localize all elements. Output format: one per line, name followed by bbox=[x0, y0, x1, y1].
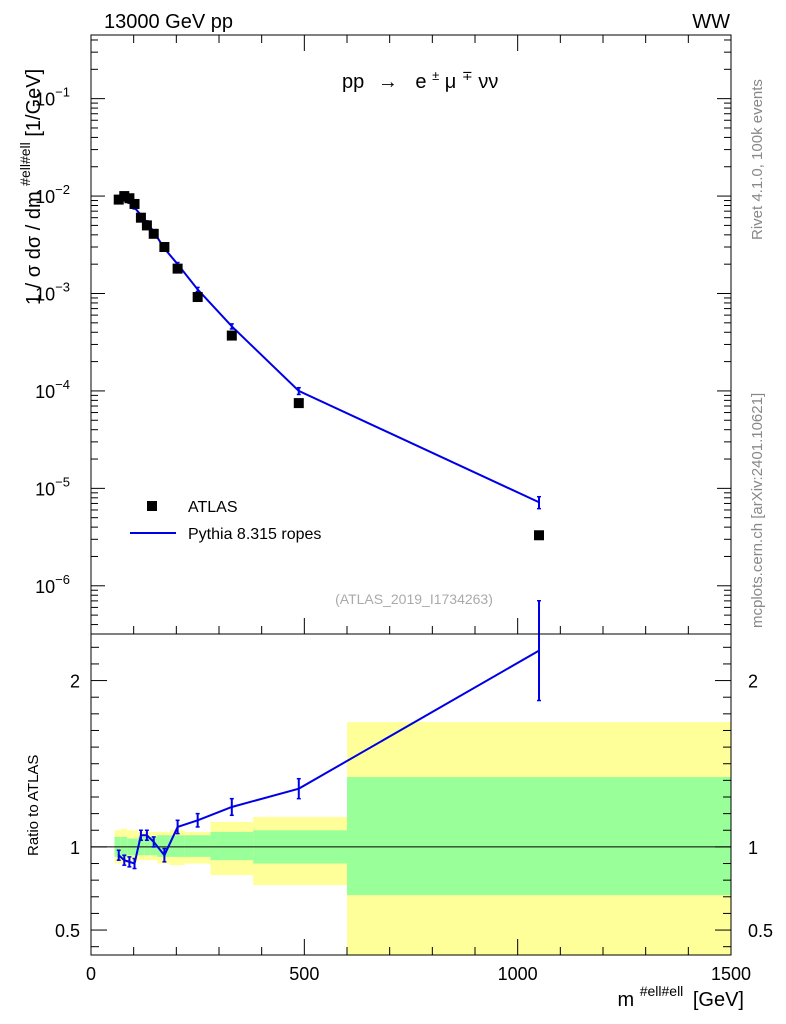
main-y-tick-label: 10−4 bbox=[35, 377, 70, 402]
ylabel-unit: [1/GeV] bbox=[23, 69, 45, 137]
stat-uncertainty-band bbox=[169, 835, 185, 857]
stat-uncertainty-band bbox=[210, 831, 254, 861]
ratio-mc-series bbox=[116, 599, 541, 870]
main-title: pp → e ± μ ∓ νν bbox=[342, 63, 498, 93]
ratio-frame bbox=[90, 633, 732, 956]
process-label: WW bbox=[692, 11, 730, 33]
stat-uncertainty-band bbox=[137, 836, 145, 856]
main-y-tick-label: 10−5 bbox=[35, 474, 70, 499]
ratio-x-tick-label: 1500 bbox=[711, 964, 751, 984]
ylabel-sup: #ell#ell bbox=[17, 142, 33, 186]
ratio-y-tick-label: 2 bbox=[70, 672, 80, 692]
data-point bbox=[293, 398, 304, 409]
mc-series bbox=[116, 197, 541, 510]
stat-uncertainty-band bbox=[144, 836, 151, 856]
title-nunu: νν bbox=[478, 71, 498, 93]
mcplots-label: mcplots.cern.ch [arXiv:2401.10621] bbox=[749, 393, 766, 628]
legend-atlas-marker bbox=[147, 501, 157, 511]
ratio-y-label: Ratio to ATLAS bbox=[25, 755, 42, 856]
ratio-y-tick-label-right: 1 bbox=[748, 838, 758, 858]
ratio-y-tick-label-right: 0.5 bbox=[748, 921, 773, 941]
main-panel: (ATLAS_2019_I1734263) 10−610−510−410−310… bbox=[13, 34, 732, 635]
title-mp: ∓ bbox=[462, 68, 473, 83]
data-point bbox=[159, 242, 170, 253]
data-point bbox=[192, 292, 203, 303]
data-point bbox=[135, 212, 146, 223]
data-point bbox=[148, 228, 159, 239]
main-watermark: (ATLAS_2019_I1734263) bbox=[335, 591, 493, 607]
title-arrow: → bbox=[378, 71, 398, 93]
ratio-x-tick-label: 1000 bbox=[498, 964, 538, 984]
main-y-tick-label: 10−3 bbox=[35, 280, 70, 305]
main-y-tick-label: 10−2 bbox=[35, 182, 70, 207]
rivet-label: Rivet 4.1.0, 100k events bbox=[749, 79, 766, 240]
main-x-ticks bbox=[90, 35, 732, 634]
data-point bbox=[124, 193, 135, 204]
data-point bbox=[129, 198, 140, 209]
ratio-ticks: 0 500 1000 1500 0.5 0.5 1 1 2 2 bbox=[55, 646, 773, 984]
title-pm: ± bbox=[432, 68, 439, 83]
legend-pythia-label: Pythia 8.315 ropes bbox=[188, 526, 321, 543]
xlabel-unit: [GeV] bbox=[693, 989, 744, 1011]
mc-line bbox=[118, 198, 540, 504]
title-e: e bbox=[415, 71, 426, 93]
ylabel-main: 1 / σ dσ / dm bbox=[23, 191, 45, 305]
main-y-label: 1 / σ dσ / dm #ell#ell [1/GeV] bbox=[13, 69, 45, 305]
main-y-ticks: 10−6 10−5 10−4 10−3 10−2 10−1 bbox=[35, 39, 731, 626]
ratio-y-tick-label-right: 2 bbox=[748, 672, 758, 692]
ratio-panel: 0 500 1000 1500 0.5 0.5 1 1 2 2 Ratio to ATLAS m … bbox=[25, 599, 773, 1011]
ratio-y-tick-label: 0.5 bbox=[55, 921, 80, 941]
data-point bbox=[172, 263, 183, 274]
title-pp: pp bbox=[342, 71, 364, 93]
legend: ATLAS Pythia 8.315 ropes bbox=[130, 499, 321, 543]
ratio-x-label: m #ell#ell [GeV] bbox=[617, 979, 744, 1011]
title-mu: μ bbox=[445, 71, 457, 93]
data-point bbox=[141, 220, 152, 231]
energy-label: 13000 GeV pp bbox=[104, 11, 233, 33]
ratio-uncertainty-bands bbox=[114, 722, 731, 955]
xlabel-sup: #ell#ell bbox=[640, 983, 684, 999]
ratio-x-tick-label: 0 bbox=[86, 964, 96, 984]
legend-atlas-label: ATLAS bbox=[188, 499, 238, 516]
main-y-tick-label: 10−6 bbox=[35, 572, 70, 597]
main-frame bbox=[90, 34, 732, 635]
data-point bbox=[534, 530, 544, 541]
data-series bbox=[113, 191, 544, 541]
stat-uncertainty-band bbox=[347, 777, 731, 896]
stat-uncertainty-band bbox=[184, 835, 211, 857]
ratio-y-tick-label: 1 bbox=[70, 838, 80, 858]
data-point bbox=[226, 330, 237, 341]
ratio-x-tick-label: 500 bbox=[289, 964, 319, 984]
data-point bbox=[119, 191, 130, 202]
main-y-tick-label: 10−1 bbox=[35, 85, 70, 110]
xlabel-main: m bbox=[617, 989, 634, 1011]
data-point bbox=[113, 194, 124, 205]
